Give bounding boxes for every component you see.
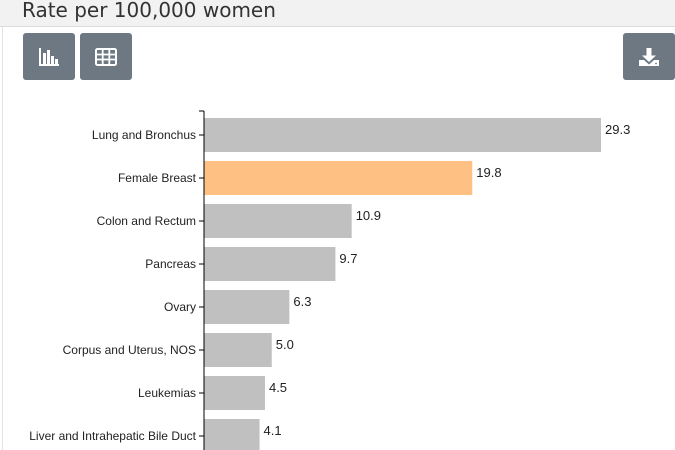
download-button[interactable] [623, 33, 675, 80]
download-icon [639, 47, 659, 66]
category-label-4: Ovary [164, 300, 196, 314]
table-view-button[interactable] [80, 33, 132, 80]
chart-view-button[interactable] [23, 33, 75, 80]
bar-2 [204, 204, 352, 238]
page-title: Rate per 100,000 women [22, 0, 276, 22]
bar-6 [204, 376, 265, 410]
bar-7 [204, 419, 260, 450]
category-label-0: Lung and Bronchus [92, 128, 196, 142]
value-label-0: 29.3 [605, 122, 630, 137]
category-label-3: Pancreas [145, 257, 196, 271]
value-label-4: 6.3 [293, 294, 311, 309]
bar-chart-icon [39, 47, 59, 66]
category-label-1: Female Breast [118, 171, 197, 185]
chart-header: Rate per 100,000 women [0, 0, 675, 27]
panel-border [2, 27, 3, 450]
bar-3 [204, 247, 336, 281]
category-label-7: Liver and Intrahepatic Bile Duct [29, 429, 196, 443]
category-label-6: Leukemias [138, 386, 196, 400]
value-label-6: 4.5 [269, 380, 287, 395]
bar-1 [204, 161, 473, 195]
value-label-5: 5.0 [276, 337, 294, 352]
bar-4 [204, 290, 290, 324]
bar-5 [204, 333, 272, 367]
value-label-1: 19.8 [476, 165, 501, 180]
value-label-3: 9.7 [339, 251, 357, 266]
bar-0 [204, 118, 601, 152]
value-label-7: 4.1 [264, 423, 282, 438]
table-grid-icon [95, 47, 117, 66]
category-label-5: Corpus and Uterus, NOS [63, 343, 196, 357]
value-label-2: 10.9 [356, 208, 381, 223]
category-label-2: Colon and Rectum [97, 214, 196, 228]
